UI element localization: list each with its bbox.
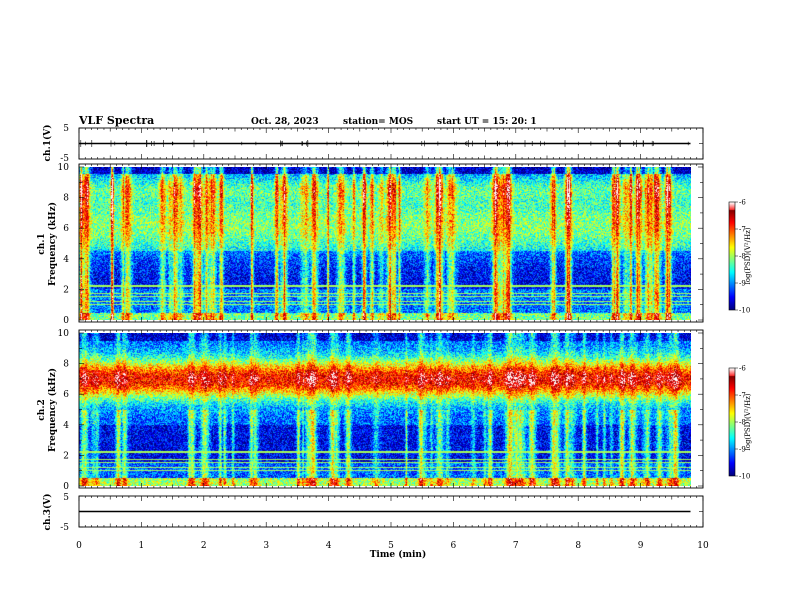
x-tick-label-7: 7 <box>513 541 519 551</box>
ch2-spectrogram-ytick-0: 0 <box>63 482 69 492</box>
ch1-spectrogram-colorbar-tick--7: -7 <box>739 226 746 234</box>
ch2-spectrogram-image <box>79 333 691 486</box>
ch1-spectrogram-ytick-4: 4 <box>63 255 69 265</box>
ch1-colorbar-label: log(PSD)(V²/Hz) <box>744 227 752 284</box>
ch1-spectrogram-panel: ch.1 Frequency (kHz) <box>37 167 691 320</box>
ch1-waveform-frame <box>78 127 704 160</box>
ch2-spectrogram-colorbar-tick--9: -9 <box>739 446 746 454</box>
ch2-spectrogram-frame <box>78 329 704 489</box>
ch2-spectrogram-colorbar-tick--8: -8 <box>739 419 746 427</box>
ch2-spectrogram-ytick-2: 2 <box>63 451 69 461</box>
ch1-spectrogram-image <box>79 167 691 320</box>
ch3-ytick-bottom: -5 <box>60 523 69 533</box>
ch1-spectrogram-frame <box>78 163 704 323</box>
ch2-spectrogram-panel: ch.2 Frequency (kHz) <box>37 333 691 486</box>
figure-title: VLF Spectra <box>78 114 154 127</box>
observation-date: Oct. 28, 2023 <box>251 117 319 127</box>
x-tick-label-4: 4 <box>326 541 332 551</box>
ch3-waveform-panel: ch.3(V) 5 -5 <box>42 493 69 533</box>
station-label: station= MOS <box>343 117 413 127</box>
ch1-spectrogram-colorbar-tick--9: -9 <box>739 280 746 288</box>
figure-header: VLF Spectra Oct. 28, 2023 station= MOS s… <box>78 114 537 127</box>
ch2-channel-label: ch.2 <box>37 399 47 420</box>
ch1-ytick-top: 5 <box>63 124 69 134</box>
x-tick-label-10: 10 <box>697 541 709 551</box>
x-tick-label-1: 1 <box>139 541 145 551</box>
ch1-spectrogram-colorbar-tick--6: -6 <box>739 199 746 207</box>
ch1-channel-label: ch.1 <box>37 233 47 254</box>
ch1-spectrogram-ytick-2: 2 <box>63 285 69 295</box>
ch2-frequency-label: Frequency (kHz) <box>47 368 58 452</box>
ch2-spectrogram-ytick-6: 6 <box>63 390 69 400</box>
ch2-spectrogram-colorbar-tick--7: -7 <box>739 392 746 400</box>
ch2-colorbar-label: log(PSD)(V²/Hz) <box>744 393 752 450</box>
x-tick-label-3: 3 <box>263 541 269 551</box>
ch3-ytick-top: 5 <box>63 493 69 503</box>
x-tick-label-9: 9 <box>638 541 644 551</box>
ch1-spectrogram-ytick-10: 10 <box>58 163 70 173</box>
ch1-colorbar-image <box>729 202 735 310</box>
ch2-spectrogram-colorbar-tick--6: -6 <box>739 365 746 373</box>
ch1-waveform-ylabel: ch.1(V) <box>42 125 53 162</box>
ch2-spectrogram-colorbar-tick--10: -10 <box>739 473 750 481</box>
start-time: start UT = 15: 20: 1 <box>437 117 537 127</box>
ch3-waveform-ylabel: ch.3(V) <box>42 494 53 531</box>
x-tick-label-0: 0 <box>76 541 82 551</box>
ch2-spectrogram-ytick-10: 10 <box>58 329 70 339</box>
x-axis-label: Time (min) <box>370 549 427 560</box>
x-tick-label-5: 5 <box>388 541 394 551</box>
x-tick-label-6: 6 <box>451 541 457 551</box>
ch1-waveform-panel: ch.1(V) 5 -5 <box>42 124 69 164</box>
ch1-spectrogram-colorbar-tick--8: -8 <box>739 253 746 261</box>
ch2-colorbar-image <box>729 368 735 476</box>
ch2-spectrogram-ytick-4: 4 <box>63 421 69 431</box>
ch3-waveform-frame <box>78 495 704 528</box>
x-tick-label-8: 8 <box>575 541 581 551</box>
ch1-spectrogram-colorbar-tick--10: -10 <box>739 307 750 315</box>
ch1-ytick-bottom: -5 <box>60 154 69 164</box>
ch1-spectrogram-ytick-8: 8 <box>63 194 69 204</box>
ch1-frequency-label: Frequency (kHz) <box>47 202 58 286</box>
ch1-spectrogram-ytick-6: 6 <box>63 224 69 234</box>
ch2-spectrogram-ytick-8: 8 <box>63 360 69 370</box>
ch1-spectrogram-ytick-0: 0 <box>63 316 69 326</box>
x-tick-label-2: 2 <box>201 541 207 551</box>
